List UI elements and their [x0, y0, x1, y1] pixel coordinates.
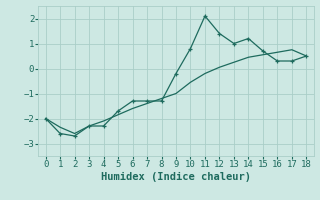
- X-axis label: Humidex (Indice chaleur): Humidex (Indice chaleur): [101, 172, 251, 182]
